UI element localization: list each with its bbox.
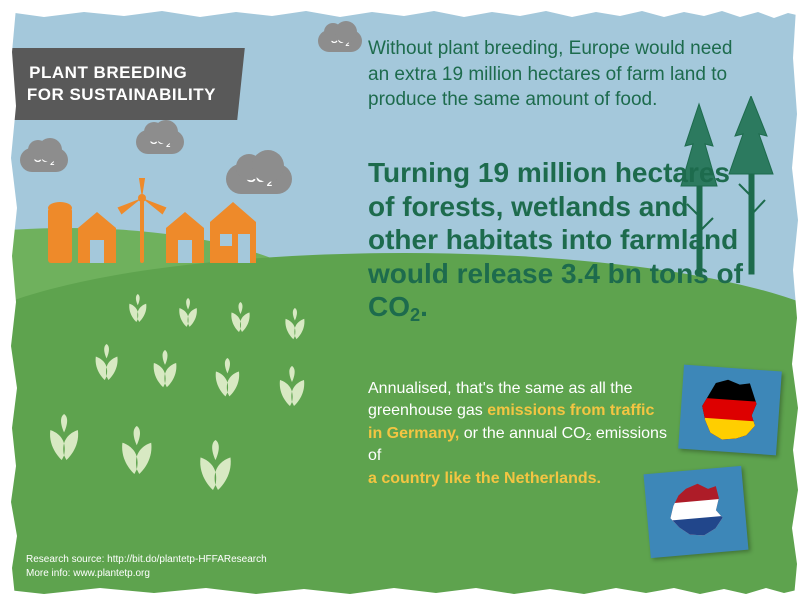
headline-text: Turning 19 million hectares of forests, … (368, 156, 760, 324)
title-banner: PLANT BREEDING FOR SUSTAINABILITY (8, 48, 245, 120)
co2-cloud: CO2 (20, 148, 68, 172)
title-line2: FOR SUSTAINABILITY (27, 84, 216, 106)
co2-cloud: CO2 (136, 130, 184, 154)
source-text: Research source: http://bit.do/plantetp-… (26, 553, 267, 581)
germany-card (678, 365, 782, 456)
annual-text: Annualised, that's the same as all the g… (368, 378, 668, 490)
infographic-frame: CO2 CO2 CO2 CO2 PLANT BREEDING FOR SUSTA… (8, 8, 801, 597)
netherlands-map-icon (657, 477, 734, 547)
co2-cloud: CO2 (226, 164, 292, 194)
germany-map-icon (692, 376, 768, 445)
co2-cloud: CO2 (318, 30, 362, 52)
intro-text: Without plant breeding, Europe would nee… (368, 36, 738, 113)
netherlands-card (644, 466, 749, 558)
plants-illustration (38, 288, 358, 528)
title-line1: PLANT BREEDING (29, 62, 218, 84)
